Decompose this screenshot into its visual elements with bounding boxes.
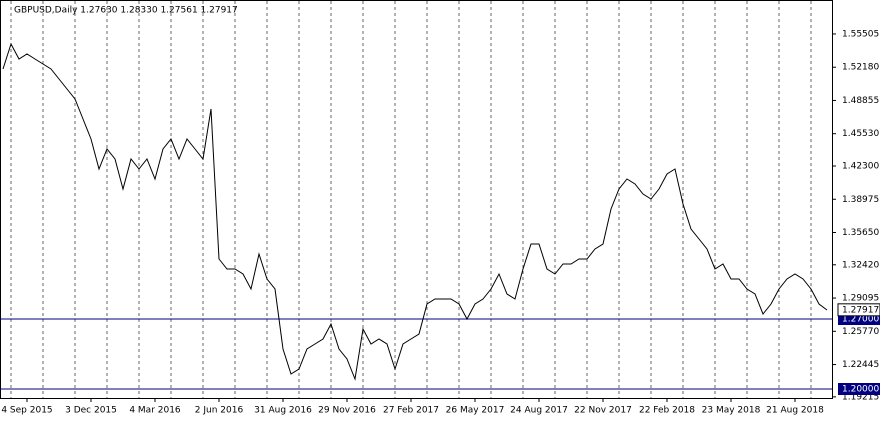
y-tick-label: 1.22445 bbox=[842, 360, 879, 370]
x-tick-label: 4 Sep 2015 bbox=[1, 406, 52, 416]
y-tick-label: 1.52180 bbox=[842, 63, 879, 73]
price-line bbox=[2, 42, 828, 381]
x-tick-label: 26 May 2017 bbox=[446, 406, 505, 416]
y-tick-label: 1.32420 bbox=[842, 260, 879, 270]
y-tick-label: 1.25770 bbox=[842, 327, 879, 337]
x-tick-label: 31 Aug 2016 bbox=[254, 406, 312, 416]
h-line-label: 1.27000 bbox=[842, 315, 879, 325]
y-tick-label: 1.55505 bbox=[842, 29, 879, 39]
x-tick-label: 3 Dec 2015 bbox=[65, 406, 117, 416]
y-tick-label: 1.19215 bbox=[842, 392, 879, 402]
x-tick-label: 27 Feb 2017 bbox=[383, 406, 439, 416]
x-tick-label: 29 Nov 2016 bbox=[318, 406, 376, 416]
h-line-label-box bbox=[838, 383, 880, 395]
price-label-box bbox=[837, 303, 880, 317]
x-tick-label: 21 Aug 2018 bbox=[766, 406, 824, 416]
x-tick-label: 22 Nov 2017 bbox=[574, 406, 632, 416]
y-tick-label: 1.29095 bbox=[842, 294, 879, 304]
y-tick-label: 1.42300 bbox=[842, 162, 879, 172]
x-tick-label: 2 Jun 2016 bbox=[195, 406, 244, 416]
plot-frame bbox=[0, 0, 833, 399]
x-tick-label: 24 Aug 2017 bbox=[510, 406, 568, 416]
x-tick-label: 22 Feb 2018 bbox=[639, 406, 695, 416]
chart-title: GBPUSD,Daily 1.27630 1.28330 1.27561 1.2… bbox=[14, 6, 238, 16]
x-tick-label: 4 Mar 2016 bbox=[129, 406, 181, 416]
h-line-label: 1.20000 bbox=[842, 385, 879, 395]
y-tick-label: 1.38975 bbox=[842, 195, 879, 205]
price-label: 1.27917 bbox=[842, 305, 879, 315]
x-tick-label: 23 May 2018 bbox=[702, 406, 761, 416]
y-tick-label: 1.45530 bbox=[842, 129, 879, 139]
y-tick-label: 1.35650 bbox=[842, 228, 879, 238]
y-tick-label: 1.48855 bbox=[842, 96, 879, 106]
